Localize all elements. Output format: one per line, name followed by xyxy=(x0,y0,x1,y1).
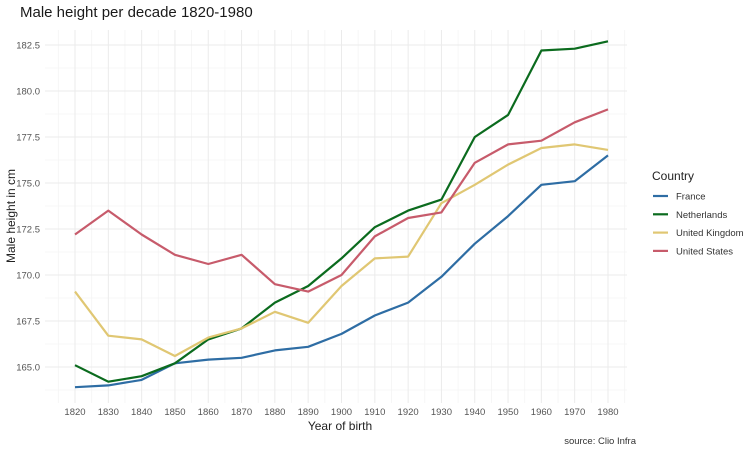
y-axis-ticks: 165.0 167.5 170.0 172.5 175.0 177.5 180.0 182.5 xyxy=(16,41,40,374)
y-tick-label: 177.5 xyxy=(16,133,40,144)
x-tick-label: 1830 xyxy=(98,407,119,418)
series-line-united-kingdom xyxy=(74,143,609,358)
y-tick-label: 175.0 xyxy=(16,179,40,190)
legend: Country France Netherlands United Kingdom U… xyxy=(652,169,744,257)
y-tick-label: 170.0 xyxy=(16,271,40,282)
x-axis-title: Year of birth xyxy=(308,419,372,433)
series-lines xyxy=(74,40,609,389)
x-tick-label: 1910 xyxy=(364,407,385,418)
y-axis-title: Male height in cm xyxy=(4,169,18,263)
x-tick-label: 1980 xyxy=(597,407,618,418)
legend-label: France xyxy=(676,192,706,203)
legend-title: Country xyxy=(652,169,694,183)
legend-label: Netherlands xyxy=(676,210,727,221)
x-tick-label: 1850 xyxy=(164,407,185,418)
legend-item-france: France xyxy=(653,192,706,203)
legend-label: United States xyxy=(676,246,733,257)
x-tick-label: 1960 xyxy=(531,407,552,418)
y-tick-label: 182.5 xyxy=(16,41,40,52)
x-tick-label: 1950 xyxy=(497,407,518,418)
x-tick-label: 1930 xyxy=(431,407,452,418)
y-tick-label: 180.0 xyxy=(16,87,40,98)
x-tick-label: 1940 xyxy=(464,407,485,418)
legend-item-netherlands: Netherlands xyxy=(653,210,727,221)
x-tick-label: 1920 xyxy=(398,407,419,418)
x-tick-label: 1840 xyxy=(131,407,152,418)
grid xyxy=(45,30,627,403)
x-tick-label: 1870 xyxy=(231,407,252,418)
y-tick-label: 165.0 xyxy=(16,363,40,374)
x-tick-label: 1820 xyxy=(64,407,85,418)
series-line-france xyxy=(74,154,609,389)
x-axis-ticks: 1820 1830 1840 1850 1860 1870 1880 1890 1900 1910… xyxy=(64,407,618,418)
source-caption: source: Clio Infra xyxy=(564,436,637,447)
series-line-united-states xyxy=(74,108,609,293)
x-tick-label: 1900 xyxy=(331,407,352,418)
legend-label: United Kingdom xyxy=(676,228,744,239)
x-tick-label: 1880 xyxy=(264,407,285,418)
y-tick-label: 167.5 xyxy=(16,317,40,328)
legend-item-united-kingdom: United Kingdom xyxy=(653,228,744,239)
x-tick-label: 1970 xyxy=(564,407,585,418)
x-tick-label: 1890 xyxy=(298,407,319,418)
x-tick-label: 1860 xyxy=(198,407,219,418)
chart-title: Male height per decade 1820-1980 xyxy=(20,4,253,21)
y-tick-label: 172.5 xyxy=(16,225,40,236)
legend-item-united-states: United States xyxy=(653,246,733,257)
series-line-netherlands xyxy=(74,40,609,383)
